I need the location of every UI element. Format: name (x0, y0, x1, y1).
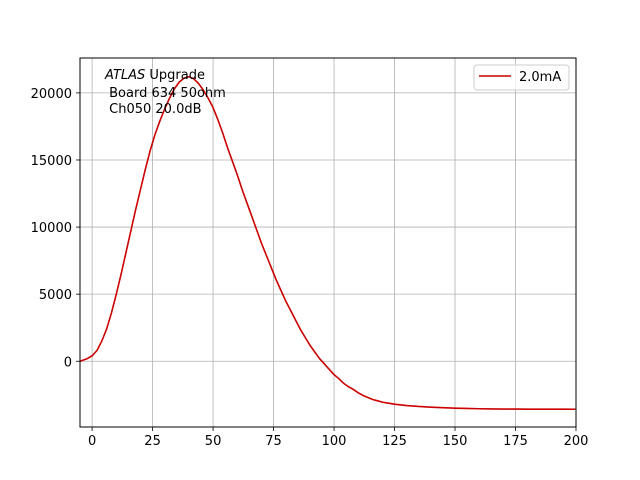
x-tick-label: 0 (88, 434, 96, 449)
x-tick-label: 25 (144, 434, 161, 449)
annotation-line-3: Ch050 20.0dB (105, 102, 202, 117)
annotation-line-1: ATLAS Upgrade (104, 68, 205, 83)
y-tick-label: 20000 (31, 87, 72, 102)
x-tick-label: 125 (382, 434, 407, 449)
x-tick-label: 75 (265, 434, 282, 449)
x-tick-label: 175 (503, 434, 528, 449)
annotation-line-2: Board 634 50ohm (105, 86, 226, 101)
y-tick-label: 0 (64, 355, 72, 370)
plot-area (80, 58, 576, 427)
y-axis: 0 5000 10000 15000 20000 (31, 87, 80, 370)
x-axis: 0 25 50 75 100 125 150 175 200 (88, 427, 588, 449)
legend-label: 2.0mA (519, 70, 561, 85)
y-tick-label: 15000 (31, 154, 72, 169)
series-line-2.0mA (79, 75, 577, 411)
x-tick-label: 200 (564, 434, 589, 449)
annotation-upgrade: Upgrade (145, 68, 205, 83)
plot-frame (79, 57, 577, 428)
y-tick-label: 5000 (39, 288, 72, 303)
y-tick-label: 10000 (31, 221, 72, 236)
x-tick-label: 100 (322, 434, 347, 449)
legend: 2.0mA (473, 64, 570, 91)
annotation-atlas: ATLAS (104, 68, 145, 83)
x-tick-label: 150 (443, 434, 468, 449)
series-layer (79, 75, 577, 411)
x-tick-label: 50 (205, 434, 222, 449)
grid-lines (80, 58, 577, 427)
annotation-box: ATLAS Upgrade Board 634 50ohm Ch050 20.0… (104, 68, 226, 117)
legend-frame (473, 64, 570, 91)
